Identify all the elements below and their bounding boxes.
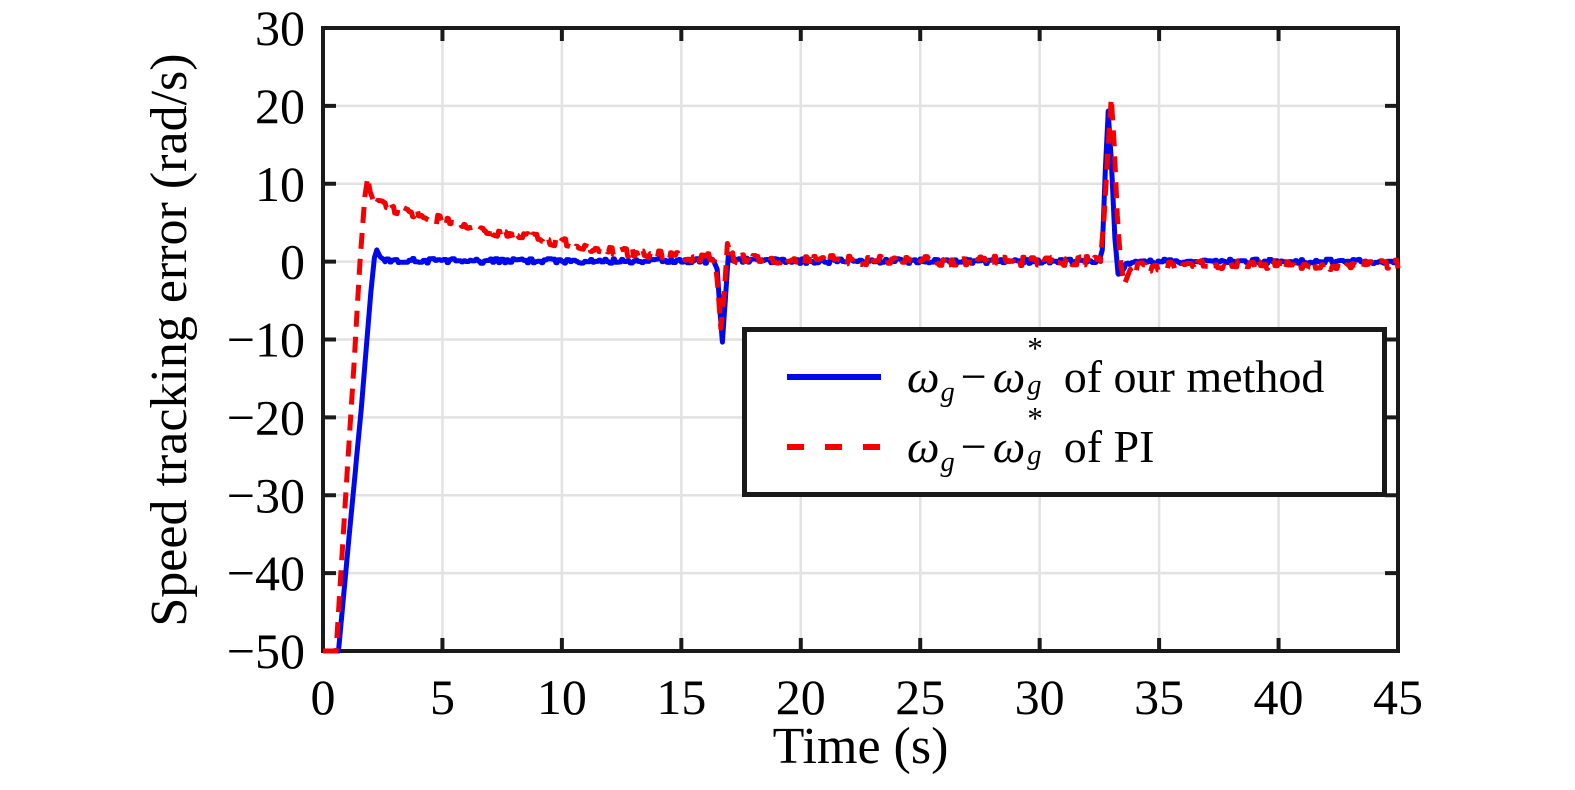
y-axis-label: Speed tracking error (rad/s) (141, 53, 198, 627)
y-tick-label: 10 (255, 156, 305, 212)
star-superscript: * (1027, 400, 1043, 436)
y-tick-label: 20 (255, 78, 305, 134)
legend-label: ωg − ω * g of PI (907, 403, 1155, 479)
y-tick-label: −50 (227, 623, 305, 679)
star-superscript: * (1027, 331, 1043, 367)
legend-item-our-method: ωg − ω * g of our method (747, 333, 1382, 409)
omega-symbol: ω (907, 351, 940, 403)
x-tick-label: 40 (1254, 669, 1304, 725)
x-tick-label: 15 (656, 669, 706, 725)
legend-label: ωg − ω * g of our method (907, 333, 1325, 409)
x-tick-label: 25 (895, 669, 945, 725)
y-tick-label: 30 (255, 0, 305, 56)
omega-symbol: ω (907, 421, 940, 473)
legend-item-pi: ωg − ω * g of PI (747, 403, 1382, 479)
y-tick-label: −10 (227, 312, 305, 368)
x-tick-label: 30 (1015, 669, 1065, 725)
y-tick-label: −30 (227, 467, 305, 523)
x-tick-label: 5 (430, 669, 455, 725)
omega-symbol: ω (992, 351, 1026, 403)
x-axis-label: Time (s) (772, 718, 949, 775)
legend-suffix: of our method (1063, 351, 1325, 403)
series-line-pi (321, 95, 1401, 654)
x-tick-label: 20 (776, 669, 826, 725)
omega-symbol: ω (992, 421, 1026, 473)
omega-subsup: * g (1025, 403, 1054, 470)
legend-suffix: of PI (1063, 421, 1155, 473)
legend: ωg − ω * g of our method ωg − ω * g of PI (742, 327, 1387, 497)
omega-subscript: g (1027, 440, 1042, 472)
omega-subscript: g (940, 377, 955, 409)
series-line-our-method (321, 108, 1400, 654)
y-tick-label: 0 (280, 234, 305, 290)
omega-subscript: g (1027, 370, 1042, 402)
x-tick-label: 45 (1373, 669, 1423, 725)
y-tick-label: −20 (227, 389, 305, 445)
omega-subsup: * g (1025, 333, 1054, 400)
legend-line-sample-dashed (787, 443, 881, 450)
x-tick-label: 0 (311, 669, 336, 725)
x-tick-label: 10 (537, 669, 587, 725)
legend-line-sample-solid (787, 374, 881, 381)
minus-sign: − (960, 421, 987, 473)
omega-subscript: g (940, 447, 955, 479)
minus-sign: − (960, 351, 987, 403)
x-tick-label: 35 (1134, 669, 1184, 725)
y-tick-label: −40 (227, 545, 305, 601)
